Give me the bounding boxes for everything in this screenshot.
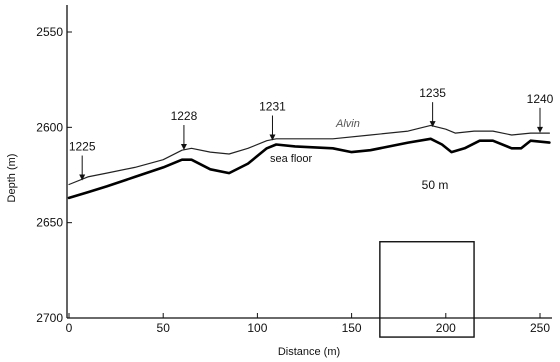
annotations: 1225 1228 1231 1235 1240 [69,86,554,181]
annotation-arrow-head [180,144,187,151]
x-tick-label: 150 [342,321,362,335]
scale-box-group [379,241,475,338]
annotation-label: 1240 [527,92,554,106]
x-tick-label: 250 [530,321,550,335]
series-line-sea-floor [67,137,551,200]
x-tick-label: 50 [157,321,171,335]
y-axis-title: Depth (m) [6,154,18,203]
annotation-label: 1225 [69,140,96,154]
scale-box [379,241,475,338]
annotation-arrow-head [269,134,276,141]
y-tick-label: 2600 [36,120,63,134]
x-tick-label: 100 [247,321,267,335]
annotation-label: 1235 [419,86,446,100]
x-axis-title: Distance (m) [278,346,340,358]
y-tick-label: 2550 [36,25,63,39]
series-line-alvin [68,124,551,186]
annotation-arrow-head [429,121,436,128]
ticks: 0 50 100 150 200 250 2550 2600 2650 2700 [36,25,550,335]
annotation-label: 1231 [259,99,286,113]
sea-floor-series-label: sea floor [270,153,313,165]
annotation-arrow-head [79,174,86,181]
axes [66,5,552,319]
annotation-label: 1228 [171,109,198,123]
y-tick-label: 2700 [36,311,63,325]
x-tick-label: 0 [66,321,73,335]
x-tick-label: 200 [436,321,456,335]
series-lines [67,124,551,200]
scale-box-label: 50 m [422,178,449,192]
annotation-arrow-head [537,126,543,133]
y-tick-label: 2650 [36,216,63,230]
alvin-series-label: Alvin [335,118,360,130]
